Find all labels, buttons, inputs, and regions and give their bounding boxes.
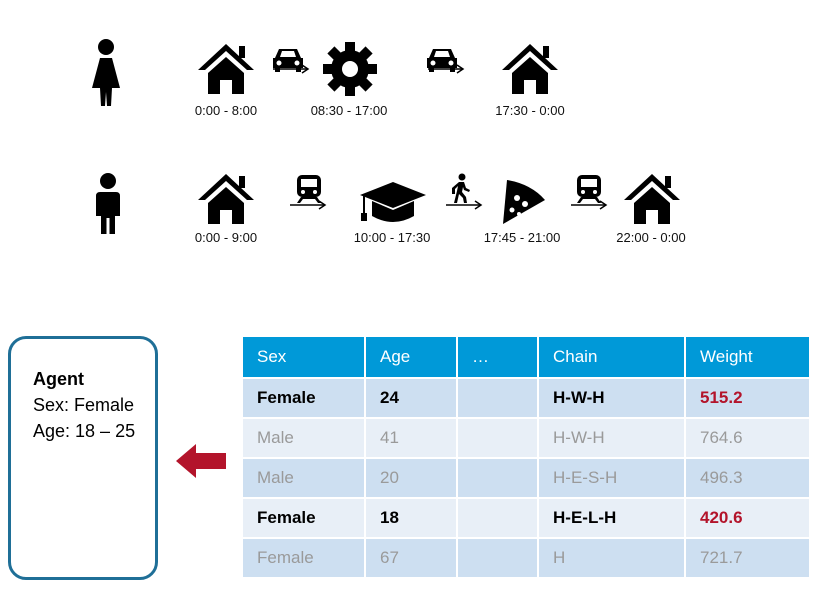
cell-sex: Female — [243, 379, 366, 419]
header-weight: Weight — [686, 337, 809, 379]
time-label: 17:30 - 0:00 — [495, 103, 565, 118]
cell-sex: Female — [243, 539, 366, 579]
cell-ellipsis — [458, 459, 539, 499]
cell-ellipsis — [458, 499, 539, 539]
agent-title: Agent — [33, 369, 84, 389]
cell-ellipsis — [458, 419, 539, 459]
agent-box: Agent Sex: Female Age: 18 – 25 — [8, 336, 158, 580]
cell-age: 20 — [366, 459, 458, 499]
cell-sex: Female — [243, 499, 366, 539]
table-row: Male 41 H-W-H 764.6 — [243, 419, 809, 459]
house-icon — [198, 44, 254, 94]
cell-weight: 420.6 — [686, 499, 809, 539]
table-row: Female 67 H 721.7 — [243, 539, 809, 579]
cell-weight: 721.7 — [686, 539, 809, 579]
table-row: Female 24 H-W-H 515.2 — [243, 379, 809, 419]
header-ellipsis: … — [458, 337, 539, 379]
cell-chain: H-E-S-H — [539, 459, 686, 499]
population-table: Sex Age … Chain Weight Female 24 H-W-H 5… — [243, 337, 809, 579]
agent-age: Age: 18 – 25 — [33, 421, 136, 441]
arrow-icon — [571, 200, 607, 210]
header-sex: Sex — [243, 337, 366, 379]
house-icon — [624, 174, 680, 224]
arrow-icon — [446, 200, 482, 210]
left-arrow-icon — [176, 444, 226, 478]
cell-sex: Male — [243, 419, 366, 459]
cell-weight: 496.3 — [686, 459, 809, 499]
male-icon — [96, 173, 120, 234]
cell-chain: H-W-H — [539, 379, 686, 419]
table-row: Male 20 H-E-S-H 496.3 — [243, 459, 809, 499]
table-row: Female 18 H-E-L-H 420.6 — [243, 499, 809, 539]
header-age: Age — [366, 337, 458, 379]
time-label: 10:00 - 17:30 — [353, 230, 431, 245]
cell-age: 41 — [366, 419, 458, 459]
cell-sex: Male — [243, 459, 366, 499]
time-label: 0:00 - 8:00 — [194, 103, 258, 118]
graduation-cap-icon — [360, 182, 426, 222]
cell-age: 18 — [366, 499, 458, 539]
cell-age: 67 — [366, 539, 458, 579]
time-label: 17:45 - 21:00 — [483, 230, 561, 245]
arrow-icon — [290, 200, 326, 210]
arrow-icon — [273, 64, 309, 74]
cell-chain: H-E-L-H — [539, 499, 686, 539]
walking-icon — [452, 173, 470, 203]
cell-weight: 515.2 — [686, 379, 809, 419]
time-label: 08:30 - 17:00 — [310, 103, 388, 118]
female-icon — [92, 39, 120, 106]
cell-age: 24 — [366, 379, 458, 419]
house-icon — [198, 174, 254, 224]
table-header-row: Sex Age … Chain Weight — [243, 337, 809, 379]
agent-sex: Sex: Female — [33, 395, 135, 415]
cell-chain: H — [539, 539, 686, 579]
pizza-icon — [503, 180, 545, 224]
arrow-icon — [428, 64, 464, 74]
cell-ellipsis — [458, 539, 539, 579]
gear-icon — [323, 42, 377, 96]
header-chain: Chain — [539, 337, 686, 379]
cell-chain: H-W-H — [539, 419, 686, 459]
time-label: 22:00 - 0:00 — [616, 230, 686, 245]
cell-ellipsis — [458, 379, 539, 419]
time-label: 0:00 - 9:00 — [194, 230, 258, 245]
cell-weight: 764.6 — [686, 419, 809, 459]
house-icon — [502, 44, 558, 94]
